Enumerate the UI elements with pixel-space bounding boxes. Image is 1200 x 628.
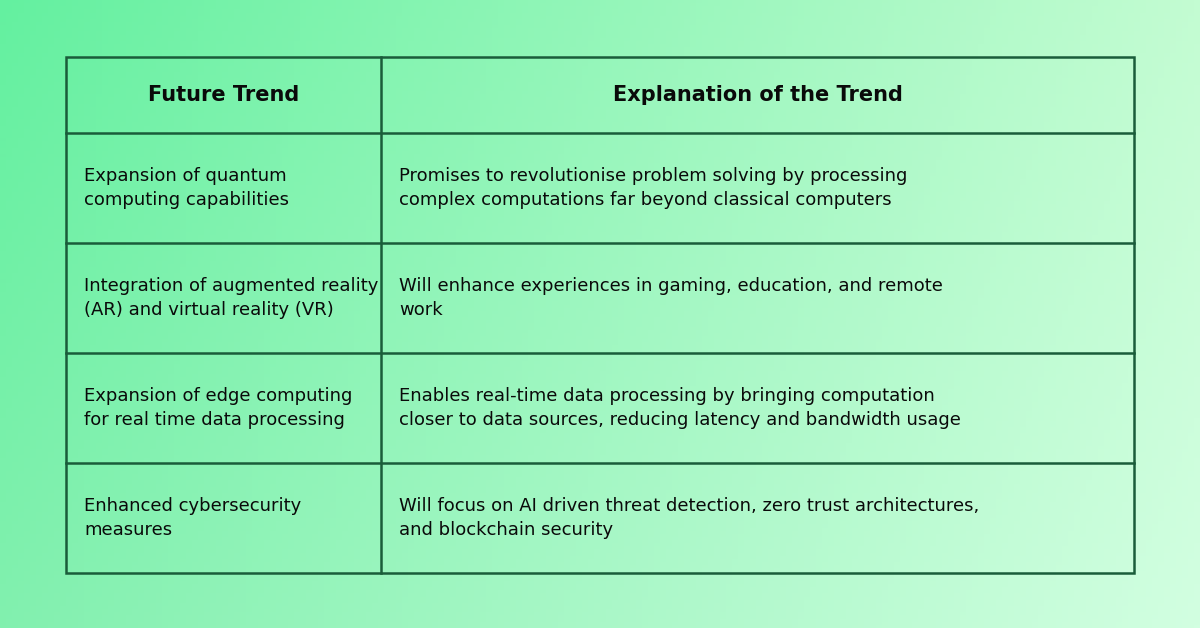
Text: Expansion of quantum
computing capabilities: Expansion of quantum computing capabilit… <box>84 167 289 210</box>
Text: Future Trend: Future Trend <box>148 85 299 105</box>
Text: Enhanced cybersecurity
measures: Enhanced cybersecurity measures <box>84 497 301 539</box>
Bar <box>66 57 1134 573</box>
Text: Expansion of edge computing
for real time data processing: Expansion of edge computing for real tim… <box>84 387 353 430</box>
Text: Will focus on AI driven threat detection, zero trust architectures,
and blockcha: Will focus on AI driven threat detection… <box>400 497 979 539</box>
Text: Explanation of the Trend: Explanation of the Trend <box>612 85 902 105</box>
Text: Integration of augmented reality
(AR) and virtual reality (VR): Integration of augmented reality (AR) an… <box>84 277 378 320</box>
Text: Enables real-time data processing by bringing computation
closer to data sources: Enables real-time data processing by bri… <box>400 387 961 430</box>
Text: Will enhance experiences in gaming, education, and remote
work: Will enhance experiences in gaming, educ… <box>400 277 943 320</box>
Text: Promises to revolutionise problem solving by processing
complex computations far: Promises to revolutionise problem solvin… <box>400 167 907 210</box>
